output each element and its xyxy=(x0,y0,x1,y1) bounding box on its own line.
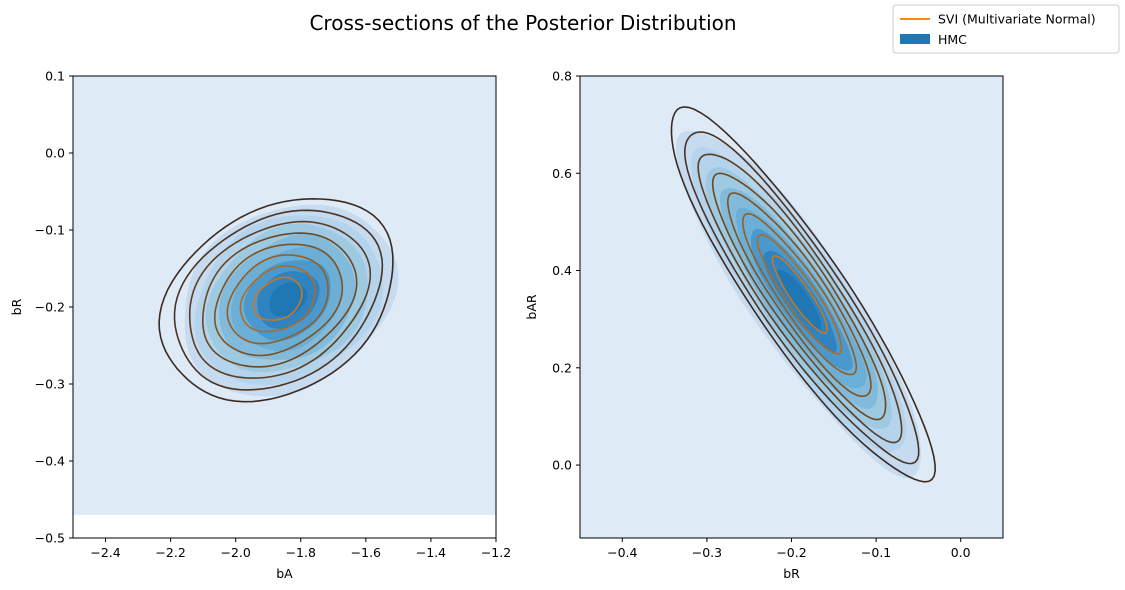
y-tick-label: −0.1 xyxy=(35,223,65,238)
svi-contour-level-3 xyxy=(697,153,903,444)
legend-svi-label: SVI (Multivariate Normal) xyxy=(938,12,1096,27)
x-axis-label: bA xyxy=(276,566,293,581)
y-tick-label: −0.4 xyxy=(35,454,65,469)
svi-contour-level-5 xyxy=(726,192,872,398)
y-tick-label: 0.4 xyxy=(552,263,572,278)
y-tick-label: −0.2 xyxy=(35,300,65,315)
y-tick-label: 0.6 xyxy=(552,166,572,181)
x-tick-label: −0.1 xyxy=(861,545,891,560)
panel-left: −2.4 −2.2 −2.0 −1.8 −1.6 −1.4 −1.2 −0.5 −0.4 −0.3… xyxy=(9,69,511,582)
x-tick-label: −2.4 xyxy=(90,545,120,560)
svi-contour-level-4 xyxy=(202,232,358,368)
y-axis-label: bR xyxy=(9,298,24,315)
panel-right: −0.4 −0.3 −0.2 −0.1 0.0 0.0 0.2 0.4 0.6 0.8 bR bAR xyxy=(524,69,1004,581)
y-tick-label: 0.2 xyxy=(552,360,572,375)
x-tick-label: −1.2 xyxy=(481,545,511,560)
svi-contour-level-8 xyxy=(252,276,303,321)
y-tick-label: 0.0 xyxy=(45,146,65,161)
y-tick-label: 0.0 xyxy=(552,458,572,473)
svi-contour-level-6 xyxy=(742,212,858,376)
svi-contour-level-7 xyxy=(756,234,843,355)
x-tick-label: 0.0 xyxy=(951,545,971,560)
y-axis-label: bAR xyxy=(524,294,539,319)
y-tick-label: −0.5 xyxy=(35,531,65,546)
y-tick-label: 0.1 xyxy=(45,69,65,84)
figure-title: Cross-sections of the Posterior Distribu… xyxy=(309,11,736,35)
y-tick-label: −0.3 xyxy=(35,377,65,392)
x-tick-label: −2.2 xyxy=(155,545,185,560)
svi-contour-level-7 xyxy=(239,264,316,333)
x-axis-label: bR xyxy=(783,566,800,581)
legend-hmc-patch xyxy=(900,34,930,44)
svi-contour-level-1 xyxy=(670,106,937,483)
x-tick-label: −1.6 xyxy=(351,545,381,560)
y-tick-label: 0.8 xyxy=(552,69,572,84)
x-tick-label: −1.8 xyxy=(286,545,316,560)
x-tick-label: −2.0 xyxy=(221,545,251,560)
x-tick-label: −0.2 xyxy=(776,545,806,560)
x-tick-label: −1.4 xyxy=(416,545,446,560)
svi-contour-level-5 xyxy=(214,243,344,357)
svi-contour-level-3 xyxy=(188,220,372,379)
hmc-density-level-8 xyxy=(777,269,822,332)
svi-contour-level-4 xyxy=(711,172,887,421)
svi-contour-level-6 xyxy=(226,254,329,345)
svi-contour-level-1 xyxy=(158,197,394,403)
legend-frame xyxy=(892,4,1120,54)
legend-hmc-label: HMC xyxy=(938,32,967,47)
x-tick-label: −0.4 xyxy=(607,545,637,560)
svi-contour-level-2 xyxy=(173,209,384,391)
legend: SVI (Multivariate Normal) HMC xyxy=(892,4,1120,54)
svi-contour-level-2 xyxy=(683,131,920,465)
svi-contour-level-8 xyxy=(771,255,828,334)
x-tick-label: −0.3 xyxy=(692,545,722,560)
